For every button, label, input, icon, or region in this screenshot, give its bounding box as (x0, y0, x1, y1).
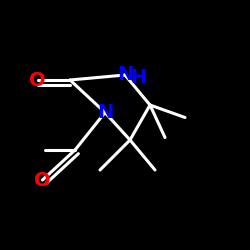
Text: N: N (117, 66, 133, 84)
Text: O: O (34, 170, 51, 190)
Text: N: N (97, 103, 113, 122)
Text: O: O (29, 70, 46, 90)
Text: H: H (130, 68, 147, 87)
